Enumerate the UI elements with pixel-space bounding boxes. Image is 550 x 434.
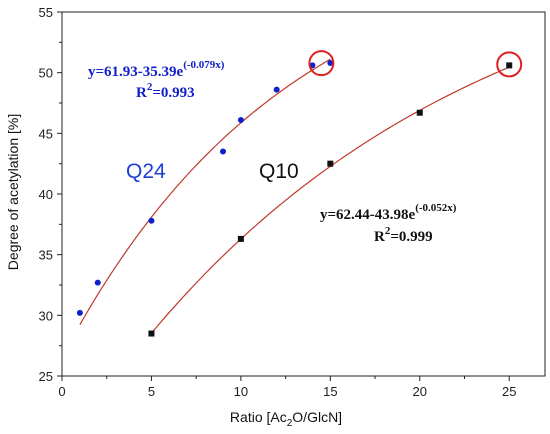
series-label-q24: Q24 — [126, 160, 166, 183]
y-tick-label-1: 30 — [39, 308, 53, 323]
fit-curve-q10 — [150, 66, 510, 334]
equation-q10: y=62.44-43.98e(-0.052x) — [320, 202, 457, 223]
x-tick-label-4: 20 — [413, 384, 427, 399]
series-label-q10: Q10 — [259, 160, 299, 183]
data-points — [76, 59, 513, 337]
y-tick-label-5: 50 — [39, 66, 53, 81]
point-q24-2 — [148, 217, 155, 224]
x-tick-label-2: 10 — [234, 384, 248, 399]
equation-q24-exp: (-0.079x) — [183, 59, 225, 71]
point-q24-3 — [220, 148, 226, 155]
x-axis-label-sub: 2 — [287, 418, 293, 429]
x-axis-label-main: Ratio [Ac — [230, 409, 287, 425]
y-tick-label-3: 40 — [39, 187, 53, 202]
point-q24-1 — [94, 279, 101, 286]
r2-q24: R2=0.993 — [136, 81, 195, 101]
highlight-circle-0 — [308, 50, 335, 77]
r2-q24-value: =0.993 — [152, 85, 194, 101]
equation-q24: y=61.93-35.39e(-0.079x) — [88, 59, 225, 80]
y-tick-label-0: 25 — [39, 369, 53, 384]
equation-q10-main: y=62.44-43.98e — [320, 207, 416, 223]
point-q10-2 — [327, 160, 334, 167]
x-tick-label-5: 25 — [502, 384, 516, 399]
axes: 0 5 10 15 20 25 25 30 35 40 45 50 55 — [39, 5, 546, 399]
highlight-circle-1 — [496, 51, 523, 78]
x-tick-label-3: 15 — [323, 384, 337, 399]
x-axis-label: Ratio [Ac2O/GlcN] — [230, 409, 342, 429]
fit-curve-q24 — [79, 58, 331, 325]
x-tick-label-1: 5 — [148, 384, 155, 399]
r2-q10-exp: 2 — [385, 225, 391, 237]
equation-q24-main: y=61.93-35.39e — [88, 64, 184, 80]
y-tick-label-6: 55 — [39, 5, 53, 20]
r2-q24-label: R — [136, 85, 147, 101]
equation-q10-exp: (-0.052x) — [415, 202, 457, 214]
point-q24-0 — [76, 309, 83, 316]
y-tick-label-2: 35 — [39, 248, 53, 263]
r2-q10: R2=0.999 — [374, 225, 433, 245]
y-axis-label: Degree of acetylation [%] — [5, 114, 21, 270]
x-axis-label-end: O/GlcN] — [292, 409, 342, 425]
r2-q10-value: =0.999 — [390, 229, 432, 245]
r2-q24-exp: 2 — [147, 81, 153, 93]
highlight-circles — [308, 50, 523, 78]
point-q10-0 — [148, 330, 155, 337]
point-q10-3 — [416, 109, 423, 116]
y-tick-label-4: 45 — [39, 126, 53, 141]
point-q24-7 — [327, 59, 334, 66]
point-q10-4 — [506, 62, 513, 69]
point-q24-4 — [237, 116, 244, 123]
point-q24-5 — [273, 86, 280, 93]
r2-q10-label: R — [374, 229, 385, 245]
x-tick-label-0: 0 — [58, 384, 65, 399]
point-q10-1 — [237, 235, 244, 242]
